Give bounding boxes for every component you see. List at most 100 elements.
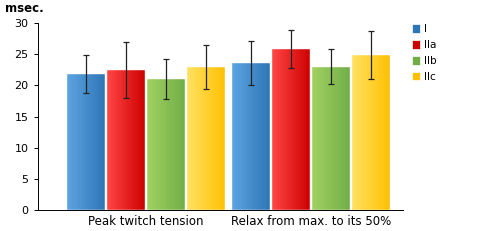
Bar bbox=[215, 67, 216, 210]
Bar bbox=[114, 70, 116, 210]
Bar bbox=[364, 55, 365, 210]
Bar bbox=[380, 55, 382, 210]
Bar bbox=[298, 49, 300, 210]
Bar bbox=[100, 74, 101, 210]
Bar bbox=[134, 70, 135, 210]
Bar bbox=[166, 79, 168, 210]
Bar bbox=[272, 49, 310, 210]
Bar bbox=[340, 67, 342, 210]
Bar bbox=[335, 67, 336, 210]
Bar bbox=[112, 70, 114, 210]
Bar bbox=[388, 55, 389, 210]
Bar bbox=[218, 67, 220, 210]
Bar bbox=[328, 67, 330, 210]
Bar bbox=[250, 63, 251, 210]
Bar bbox=[281, 49, 282, 210]
Bar bbox=[144, 70, 145, 210]
Bar bbox=[381, 55, 382, 210]
Bar bbox=[90, 74, 91, 210]
Bar bbox=[232, 63, 234, 210]
Bar bbox=[302, 49, 304, 210]
Bar bbox=[378, 55, 379, 210]
Bar bbox=[274, 49, 276, 210]
Bar bbox=[161, 79, 162, 210]
Bar bbox=[371, 55, 372, 210]
Bar bbox=[345, 67, 346, 210]
Bar bbox=[297, 49, 298, 210]
Bar bbox=[168, 79, 169, 210]
Bar bbox=[376, 55, 378, 210]
Bar bbox=[201, 67, 202, 210]
Bar bbox=[188, 67, 225, 210]
Bar bbox=[224, 67, 225, 210]
Bar bbox=[365, 55, 366, 210]
Bar bbox=[182, 79, 184, 210]
Bar bbox=[358, 55, 360, 210]
Bar bbox=[191, 67, 192, 210]
Bar bbox=[168, 79, 170, 210]
Bar bbox=[301, 49, 302, 210]
Bar bbox=[346, 67, 348, 210]
Bar bbox=[388, 55, 390, 210]
Bar bbox=[117, 70, 118, 210]
Bar bbox=[326, 67, 328, 210]
Bar bbox=[368, 55, 370, 210]
Bar bbox=[87, 74, 88, 210]
Bar bbox=[180, 79, 182, 210]
Bar bbox=[288, 49, 290, 210]
Bar bbox=[200, 67, 202, 210]
Bar bbox=[330, 67, 331, 210]
Bar bbox=[234, 63, 236, 210]
Bar bbox=[216, 67, 218, 210]
Bar bbox=[111, 70, 112, 210]
Bar bbox=[176, 79, 178, 210]
Bar bbox=[286, 49, 288, 210]
Bar bbox=[267, 63, 268, 210]
Bar bbox=[386, 55, 388, 210]
Bar bbox=[118, 70, 120, 210]
Bar bbox=[314, 67, 316, 210]
Bar bbox=[360, 55, 362, 210]
Bar bbox=[190, 67, 191, 210]
Bar bbox=[140, 70, 141, 210]
Bar bbox=[124, 70, 126, 210]
Bar bbox=[78, 74, 80, 210]
Bar bbox=[68, 74, 70, 210]
Bar bbox=[308, 49, 310, 210]
Bar bbox=[194, 67, 195, 210]
Bar bbox=[240, 63, 241, 210]
Bar bbox=[262, 63, 264, 210]
Bar bbox=[94, 74, 95, 210]
Bar bbox=[244, 63, 245, 210]
Bar bbox=[104, 74, 105, 210]
Bar bbox=[188, 67, 190, 210]
Bar bbox=[324, 67, 326, 210]
Bar bbox=[354, 55, 355, 210]
Bar bbox=[181, 79, 182, 210]
Bar bbox=[252, 63, 254, 210]
Bar bbox=[88, 74, 90, 210]
Bar bbox=[150, 79, 151, 210]
Bar bbox=[268, 63, 270, 210]
Bar bbox=[108, 70, 110, 210]
Bar bbox=[246, 63, 248, 210]
Bar bbox=[291, 49, 292, 210]
Bar bbox=[142, 70, 144, 210]
Bar bbox=[74, 74, 75, 210]
Bar bbox=[336, 67, 338, 210]
Bar bbox=[382, 55, 384, 210]
Bar bbox=[292, 49, 294, 210]
Bar bbox=[162, 79, 164, 210]
Text: msec.: msec. bbox=[5, 2, 44, 15]
Bar bbox=[170, 79, 172, 210]
Bar bbox=[342, 67, 344, 210]
Bar bbox=[120, 70, 121, 210]
Bar bbox=[266, 63, 268, 210]
Bar bbox=[187, 67, 188, 210]
Bar bbox=[192, 67, 194, 210]
Bar bbox=[212, 67, 214, 210]
Bar bbox=[322, 67, 324, 210]
Bar bbox=[317, 67, 318, 210]
Bar bbox=[220, 67, 222, 210]
Bar bbox=[101, 74, 102, 210]
